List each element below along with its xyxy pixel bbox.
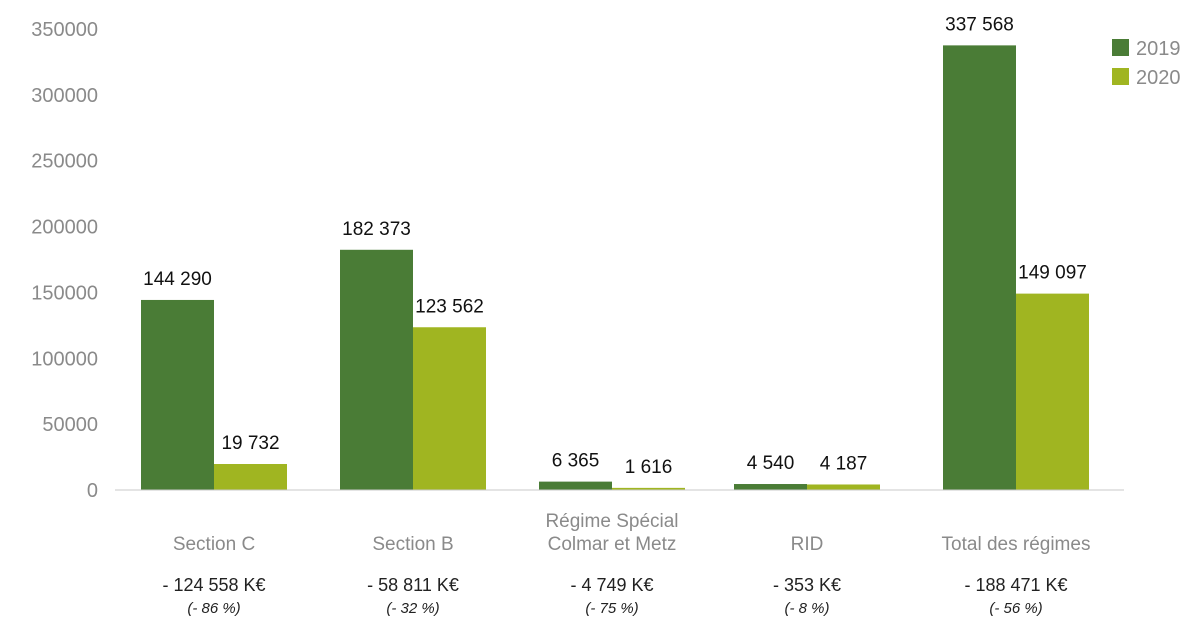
legend-label-2019: 2019 — [1136, 38, 1181, 60]
x-category-label: Colmar et Metz — [548, 534, 677, 555]
x-category-label: Section B — [372, 534, 453, 555]
bar-2019 — [734, 484, 807, 490]
bar-2020 — [413, 327, 486, 490]
difference-percent: (- 75 %) — [585, 600, 638, 617]
bars — [141, 45, 1089, 490]
x-category-label: Régime Spécial — [545, 511, 678, 532]
data-label-2020: 123 562 — [415, 296, 484, 317]
bar-2020 — [214, 464, 287, 490]
bar-2019 — [141, 299, 214, 490]
y-tick-label: 150000 — [31, 282, 98, 304]
legend-swatch-2019 — [1112, 39, 1129, 56]
data-labels: 144 290 182 373 6 365 4 540 337 568 19 732 123… — [143, 14, 1087, 477]
bar-2020 — [1016, 293, 1089, 490]
data-label-2019: 6 365 — [552, 451, 600, 472]
data-label-2019: 144 290 — [143, 269, 212, 290]
difference-percent: (- 32 %) — [386, 600, 439, 617]
bar-2019 — [340, 249, 413, 490]
y-tick-label: 300000 — [31, 85, 98, 107]
bar-2019 — [943, 45, 1016, 490]
data-label-2020: 4 187 — [820, 453, 868, 474]
data-label-2019: 337 568 — [945, 14, 1014, 35]
bar-2020 — [612, 487, 685, 490]
x-category-label: Section C — [173, 534, 255, 555]
difference-amount: - 58 811 K€ — [367, 575, 459, 595]
legend-label-2020: 2020 — [1136, 67, 1181, 89]
difference-percent: (- 56 %) — [989, 600, 1042, 617]
data-label-2020: 19 732 — [221, 433, 279, 454]
y-axis: 0 50000 100000 150000 200000 250000 300000 3500… — [31, 19, 98, 502]
y-tick-label: 200000 — [31, 217, 98, 239]
y-tick-label: 350000 — [31, 19, 98, 41]
bar-2020 — [807, 484, 880, 490]
difference-percent: (- 86 %) — [187, 600, 240, 617]
y-tick-label: 100000 — [31, 348, 98, 370]
difference-amount: - 124 558 K€ — [162, 575, 265, 595]
y-tick-label: 250000 — [31, 151, 98, 173]
data-label-2019: 4 540 — [747, 453, 795, 474]
difference-amount: - 353 K€ — [773, 575, 841, 595]
y-tick-label: 50000 — [42, 414, 98, 436]
difference-percent: (- 8 %) — [785, 600, 830, 617]
legend: 2019 2020 — [1112, 38, 1181, 89]
differences: - 124 558 K€ (- 86 %) - 58 811 K€ (- 32 %) -… — [162, 575, 1067, 617]
bar-2019 — [539, 481, 612, 490]
legend-swatch-2020 — [1112, 68, 1129, 85]
data-label-2020: 1 616 — [625, 457, 673, 478]
data-label-2020: 149 097 — [1018, 263, 1087, 284]
y-tick-label: 0 — [87, 480, 98, 502]
x-category-label: Total des régimes — [942, 534, 1091, 555]
data-label-2019: 182 373 — [342, 219, 411, 240]
x-category-label: RID — [791, 534, 824, 555]
difference-amount: - 4 749 K€ — [570, 575, 653, 595]
difference-amount: - 188 471 K€ — [964, 575, 1067, 595]
